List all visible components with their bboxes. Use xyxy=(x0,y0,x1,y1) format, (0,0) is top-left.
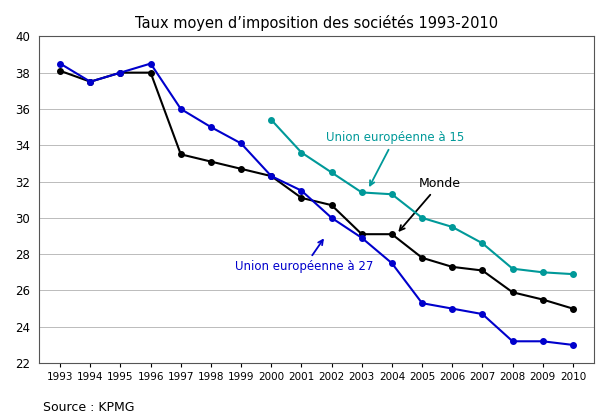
Text: Monde: Monde xyxy=(400,177,461,231)
Text: Union européenne à 15: Union européenne à 15 xyxy=(326,132,464,186)
Text: Union européenne à 27: Union européenne à 27 xyxy=(235,240,373,273)
Title: Taux moyen d’imposition des sociétés 1993-2010: Taux moyen d’imposition des sociétés 199… xyxy=(135,15,498,31)
Text: Source : KPMG: Source : KPMG xyxy=(43,401,134,414)
